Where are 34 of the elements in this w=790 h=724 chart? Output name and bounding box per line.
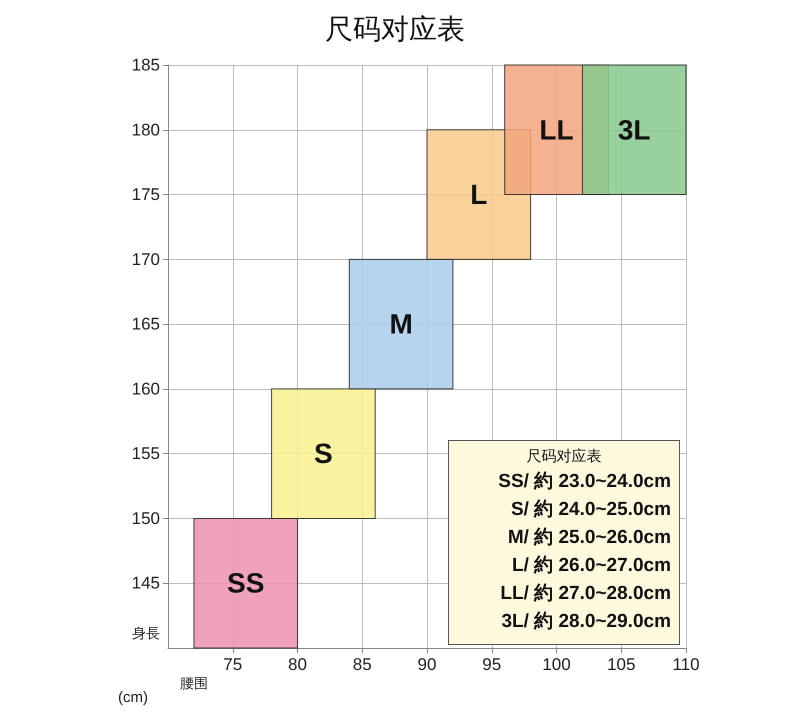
text: (cm) [118, 689, 148, 706]
series-label: L [470, 179, 488, 210]
y-tick-label: 170 [132, 250, 160, 269]
y-axis-title: 身長 [132, 625, 160, 641]
chart-title: 尺码对应表 [325, 14, 465, 44]
y-tick-label: 160 [132, 379, 160, 398]
y-tick-label: 155 [132, 444, 160, 464]
x-tick-label: 95 [482, 655, 502, 674]
series-label: LL [539, 114, 574, 146]
x-axis-title: 腰围 [180, 675, 208, 691]
x-tick-label: 75 [223, 655, 242, 674]
y-tick-label: 150 [132, 508, 160, 528]
x-tick-label: 100 [542, 655, 571, 674]
y-tick-label: 145 [132, 574, 160, 593]
series-label: SS [227, 568, 264, 599]
x-tick-label: 80 [288, 655, 307, 674]
annotation: SS/ 約 23.0~24.0cm [497, 470, 671, 494]
x-tick-label: 105 [607, 655, 636, 674]
x-tick-label: 110 [672, 655, 700, 674]
series-label: 3L [618, 114, 651, 146]
y-tick-label: 165 [132, 314, 160, 334]
y-tick-label: 175 [132, 185, 160, 204]
x-tick-label: 90 [418, 655, 436, 674]
x-tick-label: 85 [352, 655, 372, 674]
annotation: S/ 約 24.0~25.0cm [510, 498, 671, 522]
series-label: S [314, 438, 333, 470]
annotation: 尺码对应表 [526, 447, 602, 466]
series-label: M [389, 308, 413, 340]
annotation: M/ 約 25.0~26.0cm [506, 526, 671, 550]
annotation: 3L/ 約 28.0~29.0cm [500, 610, 671, 634]
y-tick-label: 180 [132, 120, 160, 140]
annotation: L/ 約 26.0~27.0cm [511, 554, 671, 578]
annotation: LL/ 約 27.0~28.0cm [499, 582, 671, 606]
y-tick-label: 185 [132, 56, 160, 74]
